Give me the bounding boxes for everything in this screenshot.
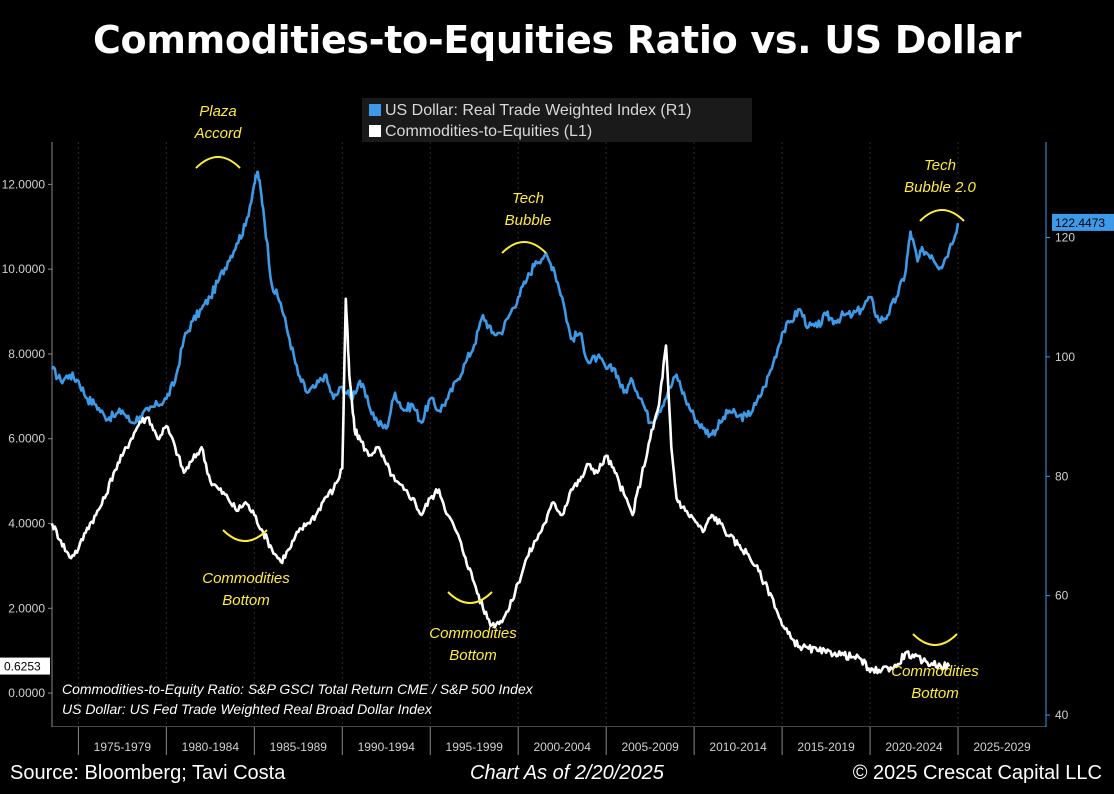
notes: Commodities-to-Equity Ratio: S&P GSCI To… bbox=[62, 681, 534, 717]
chart-note: Commodities-to-Equity Ratio: S&P GSCI To… bbox=[62, 681, 534, 697]
annotation-arc bbox=[222, 529, 268, 542]
chart-note: US Dollar: US Fed Trade Weighted Real Br… bbox=[62, 701, 433, 717]
grid bbox=[77, 142, 959, 727]
annotation-label: Commodities bbox=[202, 570, 290, 587]
annotation-arc bbox=[912, 633, 958, 646]
chart-title: Commodities-to-Equities Ratio vs. US Dol… bbox=[92, 18, 1022, 62]
annotation-label: Bubble 2.0 bbox=[904, 179, 976, 196]
x-tick-label: 2015-2019 bbox=[797, 740, 855, 754]
left-tick-label: 0.0000 bbox=[8, 686, 45, 700]
annotation-arc bbox=[501, 241, 547, 254]
left-axis: 0.0000 2.0000 4.0000 6.0000 8.0000 10.0000 12.… bbox=[2, 177, 52, 700]
series-group bbox=[50, 170, 960, 675]
right-tick-label: 40 bbox=[1055, 708, 1069, 722]
x-tick-label: 1980-1984 bbox=[182, 740, 240, 754]
ratio-last-value-label: 0.6253 bbox=[4, 660, 41, 674]
legend-box bbox=[362, 98, 752, 142]
legend-label: US Dollar: Real Trade Weighted Index (R1… bbox=[385, 102, 692, 119]
ratio-last-value-box bbox=[0, 657, 50, 675]
x-tick-label: 1990-1994 bbox=[358, 740, 416, 754]
usd-last-value-box bbox=[1052, 213, 1114, 231]
legend-label: Commodities-to-Equities (L1) bbox=[385, 123, 592, 140]
x-tick-label: 2005-2009 bbox=[621, 740, 679, 754]
annotation-label: Tech bbox=[512, 190, 544, 207]
right-tick-label: 80 bbox=[1055, 469, 1069, 483]
annotations: Plaza Accord Tech Bubble Tech Bubble 2.0 Commo… bbox=[194, 103, 980, 702]
x-tick-label: 1995-1999 bbox=[446, 740, 504, 754]
usd-series-line bbox=[51, 170, 960, 439]
annotation-label: Commodities bbox=[429, 625, 517, 642]
annotation-arc bbox=[447, 591, 493, 604]
usd-last-value-label: 122.4473 bbox=[1055, 216, 1105, 230]
x-axis: 1975-1979 1980-1984 1985-1989 1990-1994 1995… bbox=[77, 727, 1031, 755]
x-tick-label: 2000-2004 bbox=[533, 740, 591, 754]
annotation-label: Tech bbox=[924, 157, 956, 174]
x-tick-label: 2010-2014 bbox=[709, 740, 767, 754]
annotation-label: Accord bbox=[194, 125, 242, 142]
legend-swatch bbox=[369, 104, 381, 116]
annotation-arc bbox=[919, 209, 965, 222]
footer-copyright: © 2025 Crescat Capital LLC bbox=[852, 762, 1102, 784]
x-tick-label: 2025-2029 bbox=[973, 740, 1031, 754]
x-axis-band bbox=[52, 727, 1060, 757]
footer-as-of: Chart As of 2/20/2025 bbox=[470, 762, 664, 784]
annotation-label: Commodities bbox=[891, 663, 979, 680]
footer-bar bbox=[0, 757, 1114, 794]
right-tick-label: 100 bbox=[1055, 350, 1075, 364]
right-tick-label: 120 bbox=[1055, 231, 1075, 245]
left-tick-label: 4.0000 bbox=[8, 517, 45, 531]
legend-swatch bbox=[369, 125, 381, 137]
left-tick-label: 6.0000 bbox=[8, 432, 45, 446]
footer-source: Source: Bloomberg; Tavi Costa bbox=[10, 762, 286, 784]
left-tick-label: 8.0000 bbox=[8, 347, 45, 361]
x-tick-label: 1975-1979 bbox=[94, 740, 152, 754]
last-value-labels: 122.4473 0.6253 bbox=[0, 213, 1114, 675]
legend: US Dollar: Real Trade Weighted Index (R1… bbox=[362, 98, 752, 142]
annotation-label: Bottom bbox=[449, 647, 497, 664]
annotation-label: Plaza bbox=[199, 103, 237, 120]
x-tick-label: 2020-2024 bbox=[885, 740, 943, 754]
annotation-label: Bubble bbox=[505, 212, 552, 229]
axis-frame bbox=[51, 142, 1060, 757]
annotation-label: Bottom bbox=[911, 685, 959, 702]
annotation-label: Bottom bbox=[222, 592, 270, 609]
annotation-arc bbox=[195, 156, 241, 169]
left-tick-label: 2.0000 bbox=[8, 601, 45, 615]
right-axis: 40 60 80 100 120 bbox=[1046, 231, 1075, 722]
left-tick-label: 12.0000 bbox=[2, 177, 46, 191]
left-tick-label: 10.0000 bbox=[2, 262, 46, 276]
right-tick-label: 60 bbox=[1055, 589, 1069, 603]
ratio-series-line bbox=[50, 297, 951, 675]
x-tick-label: 1985-1989 bbox=[270, 740, 328, 754]
